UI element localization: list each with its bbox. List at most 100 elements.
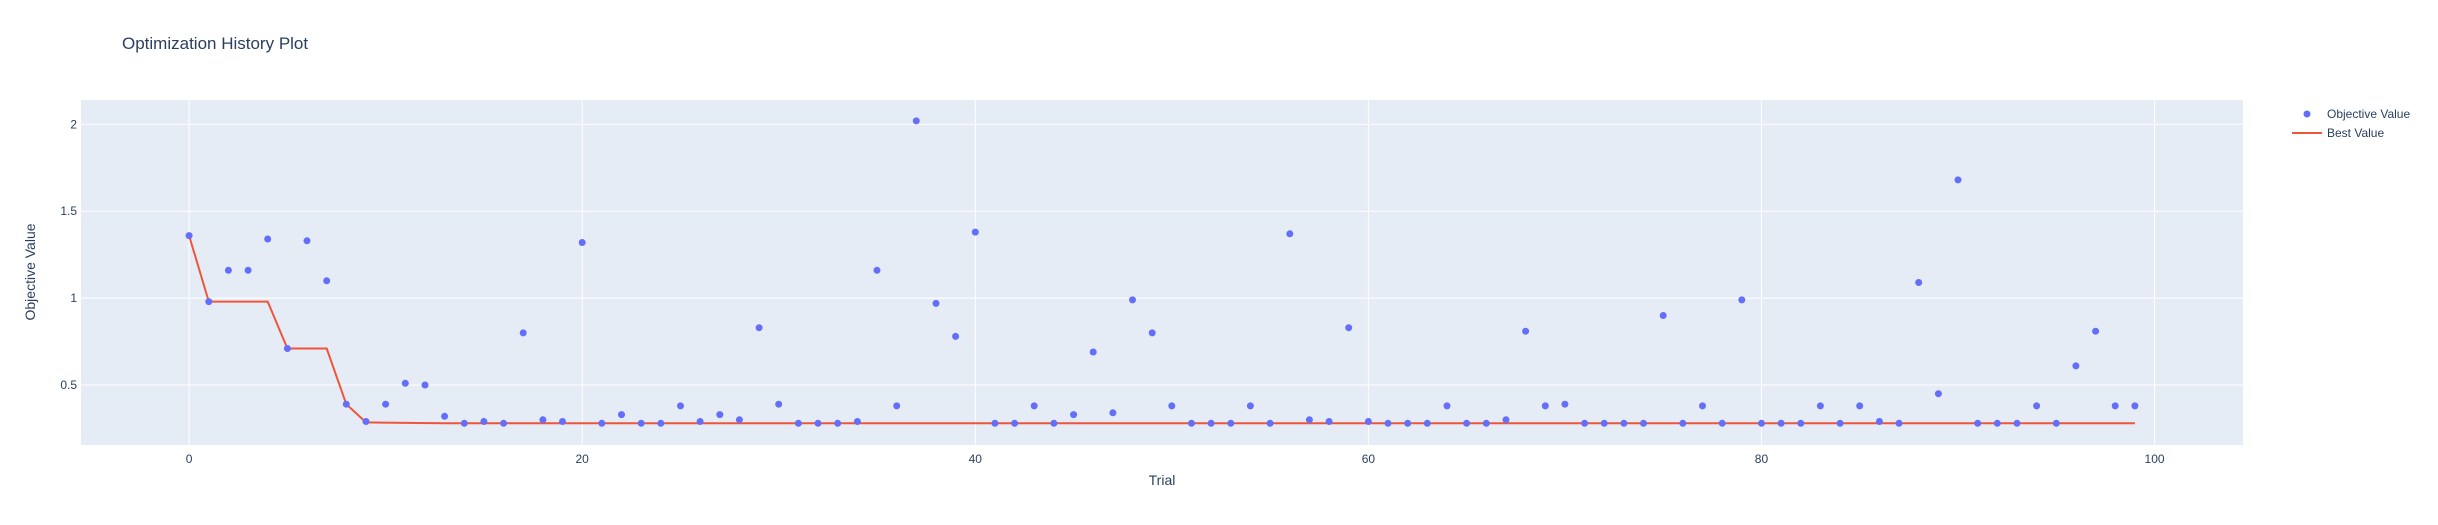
objective-point[interactable] [539,416,547,424]
objective-point[interactable] [303,237,311,245]
objective-point[interactable] [460,419,468,427]
objective-point[interactable] [1109,409,1117,417]
objective-point[interactable] [1954,176,1962,184]
objective-point[interactable] [1522,327,1530,335]
objective-point[interactable] [1345,324,1353,332]
objective-point[interactable] [2033,402,2041,410]
objective-point[interactable] [578,239,586,246]
objective-point[interactable] [1188,419,1195,427]
objective-point[interactable] [1404,419,1412,427]
objective-point[interactable] [1541,402,1549,410]
objective-point[interactable] [421,381,429,389]
objective-point[interactable] [735,416,743,424]
objective-point[interactable] [205,298,213,306]
legend[interactable]: Objective Value Best Value [2292,107,2410,140]
objective-point[interactable] [2072,362,2080,370]
objective-point[interactable] [244,266,252,274]
objective-point[interactable] [873,266,881,274]
objective-point[interactable] [1640,419,1647,427]
objective-point[interactable] [1993,419,2001,427]
objective-point[interactable] [1148,329,1156,337]
objective-point[interactable] [1974,419,1982,427]
objective-point[interactable] [1246,402,1254,410]
objective-point[interactable] [500,419,508,427]
objective-point[interactable] [775,400,783,408]
objective-point[interactable] [853,418,861,425]
objective-point[interactable] [1168,402,1176,410]
objective-point[interactable] [185,232,193,240]
objective-point[interactable] [362,418,370,425]
objective-point[interactable] [264,235,272,243]
objective-point[interactable] [952,332,960,340]
objective-point[interactable] [1600,419,1608,427]
objective-point[interactable] [480,418,488,425]
objective-point[interactable] [1699,402,1706,410]
objective-point[interactable] [1325,418,1333,425]
objective-point[interactable] [1266,419,1274,427]
objective-point[interactable] [1561,400,1569,408]
objective-point[interactable] [2013,419,2021,427]
objective-point[interactable] [382,400,390,408]
objective-point[interactable] [618,411,625,419]
objective-point[interactable] [1738,296,1746,304]
objective-point[interactable] [1718,419,1726,427]
objective-point[interactable] [755,324,763,332]
objective-point[interactable] [1050,419,1058,427]
objective-point[interactable] [814,419,822,427]
objective-point[interactable] [657,419,665,427]
objective-point[interactable] [1502,416,1510,424]
objective-point[interactable] [834,419,842,427]
objective-point[interactable] [1463,419,1471,427]
objective-point[interactable] [932,299,940,307]
objective-point[interactable] [559,418,566,425]
objective-point[interactable] [1030,402,1038,410]
objective-point[interactable] [1659,312,1667,319]
objective-point[interactable] [1777,419,1785,427]
objective-point[interactable] [1620,419,1628,427]
objective-point[interactable] [1482,419,1490,427]
objective-point[interactable] [1129,296,1136,304]
objective-point[interactable] [1089,348,1097,356]
objective-point[interactable] [1227,419,1235,427]
objective-point[interactable] [283,345,291,352]
objective-point[interactable] [519,329,527,337]
objective-point[interactable] [1364,418,1372,425]
objective-point[interactable] [1836,419,1844,427]
objective-point[interactable] [1384,419,1392,427]
objective-point[interactable] [1011,419,1019,427]
objective-point[interactable] [1816,402,1824,410]
objective-point[interactable] [912,117,920,125]
objective-point[interactable] [1895,419,1903,427]
legend-item-objective[interactable]: Objective Value [2303,107,2411,121]
objective-point[interactable] [1856,402,1864,410]
objective-point[interactable] [441,412,449,420]
objective-point[interactable] [1070,411,1078,419]
objective-point[interactable] [1423,419,1431,427]
objective-point[interactable] [1934,390,1942,398]
objective-point[interactable] [1581,419,1589,427]
objective-point[interactable] [677,402,684,410]
objective-point[interactable] [401,379,409,387]
objective-point[interactable] [1875,418,1883,425]
objective-point[interactable] [342,400,350,408]
objective-point[interactable] [991,419,999,427]
objective-point[interactable] [637,419,645,427]
objective-point[interactable] [1305,416,1313,424]
objective-point[interactable] [716,411,724,419]
objective-point[interactable] [1915,279,1923,286]
objective-point[interactable] [2092,327,2100,335]
objective-point[interactable] [2131,402,2139,410]
objective-point[interactable] [2111,402,2119,410]
objective-point[interactable] [1207,419,1215,427]
objective-point[interactable] [1443,402,1451,410]
objective-point[interactable] [2052,419,2060,427]
objective-point[interactable] [971,228,979,236]
legend-item-best[interactable]: Best Value [2292,126,2384,140]
objective-point[interactable] [598,419,606,427]
objective-point[interactable] [323,277,331,285]
objective-point[interactable] [696,418,704,425]
objective-point[interactable] [1797,419,1805,427]
objective-point[interactable] [1679,419,1687,427]
objective-point[interactable] [893,402,901,410]
objective-point[interactable] [794,419,802,427]
